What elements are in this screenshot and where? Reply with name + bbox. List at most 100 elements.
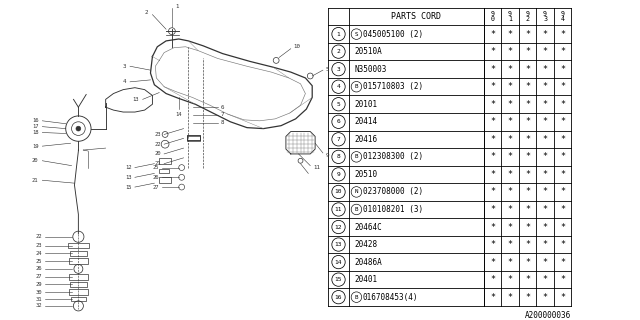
Bar bbox=[70, 297, 86, 301]
Text: 6: 6 bbox=[221, 105, 224, 110]
Text: *: * bbox=[543, 293, 548, 302]
Text: *: * bbox=[560, 205, 565, 214]
Text: *: * bbox=[525, 240, 530, 249]
Text: *: * bbox=[508, 170, 513, 179]
Text: 20: 20 bbox=[155, 151, 161, 156]
Text: *: * bbox=[560, 258, 565, 267]
Text: 15: 15 bbox=[335, 277, 342, 282]
Text: 9
3: 9 3 bbox=[543, 11, 547, 22]
Bar bbox=[159, 158, 171, 164]
Bar bbox=[186, 135, 200, 140]
Text: *: * bbox=[525, 188, 530, 196]
Text: *: * bbox=[525, 170, 530, 179]
Text: B: B bbox=[355, 207, 358, 212]
Text: 19: 19 bbox=[32, 144, 38, 149]
Text: 18: 18 bbox=[32, 130, 38, 135]
Text: 11: 11 bbox=[335, 207, 342, 212]
Text: S: S bbox=[355, 32, 358, 36]
Text: N: N bbox=[355, 189, 358, 195]
Text: *: * bbox=[490, 170, 495, 179]
Text: *: * bbox=[508, 240, 513, 249]
Text: 23: 23 bbox=[36, 243, 42, 248]
Text: 3: 3 bbox=[337, 67, 340, 72]
Text: *: * bbox=[508, 29, 513, 39]
Text: 12: 12 bbox=[335, 225, 342, 229]
Text: *: * bbox=[508, 47, 513, 56]
Text: 20101: 20101 bbox=[354, 100, 377, 109]
Text: 4: 4 bbox=[337, 84, 340, 89]
Text: *: * bbox=[490, 188, 495, 196]
Text: *: * bbox=[543, 29, 548, 39]
Text: 13: 13 bbox=[132, 97, 139, 102]
Text: *: * bbox=[543, 47, 548, 56]
Text: 9: 9 bbox=[326, 153, 330, 158]
Text: *: * bbox=[525, 47, 530, 56]
Text: *: * bbox=[543, 152, 548, 161]
Text: 20: 20 bbox=[32, 158, 38, 163]
Text: 10: 10 bbox=[294, 44, 301, 49]
Text: 10: 10 bbox=[335, 189, 342, 195]
Text: *: * bbox=[508, 82, 513, 91]
Text: *: * bbox=[490, 293, 495, 302]
Bar bbox=[68, 243, 89, 248]
Text: 13: 13 bbox=[125, 175, 132, 180]
Text: PARTS CORD: PARTS CORD bbox=[392, 12, 442, 21]
Text: 29: 29 bbox=[36, 282, 42, 287]
Text: 20401: 20401 bbox=[354, 275, 377, 284]
Text: 14: 14 bbox=[335, 260, 342, 265]
Text: *: * bbox=[560, 47, 565, 56]
Text: 30: 30 bbox=[36, 290, 42, 295]
Text: *: * bbox=[490, 100, 495, 109]
Bar bbox=[68, 274, 88, 280]
Text: 9
1: 9 1 bbox=[508, 11, 512, 22]
Text: 2: 2 bbox=[337, 49, 340, 54]
Text: *: * bbox=[490, 65, 495, 74]
Text: N350003: N350003 bbox=[354, 65, 387, 74]
Text: *: * bbox=[543, 222, 548, 231]
Text: *: * bbox=[525, 275, 530, 284]
Text: 20416: 20416 bbox=[354, 135, 377, 144]
Text: 1: 1 bbox=[337, 32, 340, 36]
Text: 23: 23 bbox=[155, 132, 161, 137]
Text: 7: 7 bbox=[337, 137, 340, 142]
Text: *: * bbox=[490, 47, 495, 56]
Text: *: * bbox=[525, 82, 530, 91]
Text: *: * bbox=[560, 170, 565, 179]
Text: *: * bbox=[543, 82, 548, 91]
Bar bbox=[68, 289, 88, 295]
Text: *: * bbox=[490, 117, 495, 126]
Text: *: * bbox=[525, 258, 530, 267]
Text: *: * bbox=[560, 240, 565, 249]
Text: 010108201 (3): 010108201 (3) bbox=[363, 205, 423, 214]
Text: 12: 12 bbox=[125, 165, 132, 170]
Bar bbox=[70, 282, 87, 287]
Text: B: B bbox=[355, 84, 358, 89]
Text: 20464C: 20464C bbox=[354, 222, 382, 231]
Bar bbox=[68, 258, 88, 264]
Text: *: * bbox=[560, 29, 565, 39]
Text: 13: 13 bbox=[335, 242, 342, 247]
Text: *: * bbox=[525, 65, 530, 74]
Text: 31: 31 bbox=[36, 297, 42, 302]
Text: 5: 5 bbox=[326, 67, 330, 72]
Text: 9
2: 9 2 bbox=[525, 11, 529, 22]
Text: *: * bbox=[560, 82, 565, 91]
Text: 023708000 (2): 023708000 (2) bbox=[363, 188, 423, 196]
Text: *: * bbox=[543, 100, 548, 109]
Text: *: * bbox=[490, 152, 495, 161]
Text: *: * bbox=[508, 117, 513, 126]
Text: *: * bbox=[508, 152, 513, 161]
Text: *: * bbox=[525, 117, 530, 126]
Text: 21: 21 bbox=[32, 178, 38, 183]
Text: 20414: 20414 bbox=[354, 117, 377, 126]
Text: 4: 4 bbox=[123, 79, 126, 84]
Text: *: * bbox=[560, 135, 565, 144]
Text: *: * bbox=[525, 293, 530, 302]
Text: *: * bbox=[508, 65, 513, 74]
Text: *: * bbox=[525, 152, 530, 161]
Text: *: * bbox=[490, 82, 495, 91]
Text: *: * bbox=[490, 205, 495, 214]
Text: 2: 2 bbox=[145, 10, 148, 15]
Text: *: * bbox=[543, 117, 548, 126]
Text: 3: 3 bbox=[123, 64, 126, 69]
